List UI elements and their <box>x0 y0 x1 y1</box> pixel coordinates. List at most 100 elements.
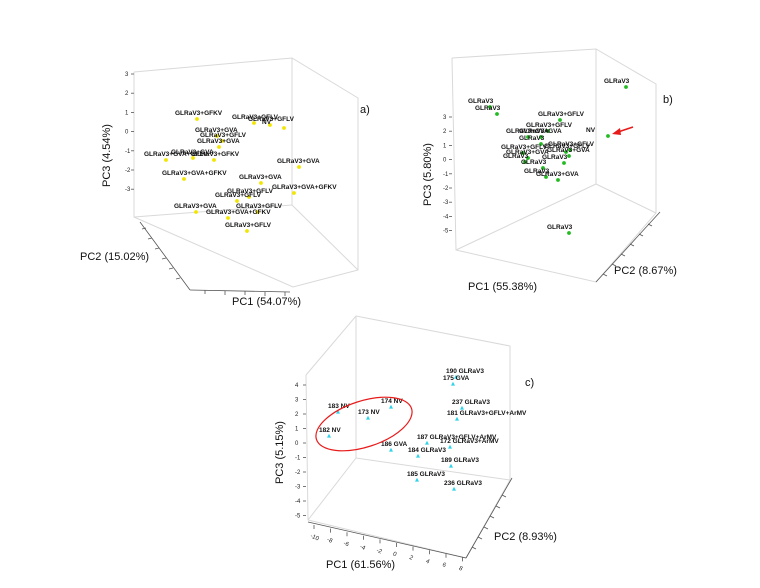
point-label: GLRaV3+GFLV <box>548 141 595 148</box>
data-point <box>451 381 455 386</box>
data-point <box>526 135 530 139</box>
data-point <box>539 142 543 146</box>
data-point <box>526 156 530 160</box>
point-label: GLRaV3+GVA <box>171 149 214 156</box>
data-point <box>521 151 525 155</box>
panel-label-a: a) <box>360 104 370 116</box>
z-tick-label: -1 <box>295 456 301 462</box>
data-point <box>539 135 543 139</box>
z-ticks: 3 2 1 0 -1 -2 -3 <box>125 72 134 193</box>
data-point <box>455 416 459 421</box>
point-label: GLRaV3+GFLV <box>538 111 585 118</box>
bottom-ticks-b <box>602 223 653 277</box>
y-axis-label-c: PC2 (8.93%) <box>494 531 557 543</box>
data-point <box>564 150 568 154</box>
data-point <box>212 158 216 162</box>
data-point <box>488 105 492 109</box>
data-point <box>449 463 453 468</box>
point-label: GLRaV3+GVA <box>547 147 590 154</box>
data-point <box>415 477 419 482</box>
x-tick-label: -10 <box>309 533 320 542</box>
data-point <box>252 121 256 125</box>
data-point <box>523 160 527 164</box>
point-label: 183 NV <box>328 403 350 410</box>
data-point <box>567 154 571 158</box>
point-label: GLRaV3+GVA <box>174 203 217 210</box>
point-label: GLRaV3+GFLV <box>215 192 262 199</box>
x-tick-label: -2 <box>375 548 383 556</box>
red-arrow <box>612 126 634 135</box>
z-tick-label: -1 <box>125 149 131 155</box>
point-label: GLRaV3 <box>503 153 529 160</box>
point-label: NV <box>586 127 596 134</box>
data-point <box>247 195 251 199</box>
data-point <box>495 112 499 116</box>
data-point <box>568 148 572 152</box>
data-point <box>562 161 566 165</box>
point-label: GLRaV3+GFLV <box>232 114 279 121</box>
point-label: GLRaV3+GFLV <box>200 132 247 139</box>
red-ellipse <box>315 396 413 452</box>
data-point <box>292 191 296 195</box>
point-label: GLRaV3 <box>547 224 573 231</box>
x-tick-label: 4 <box>425 559 431 566</box>
point-label: GLRaV3+GVA+GFLV <box>144 151 208 158</box>
data-point <box>624 85 628 89</box>
bottom-ticks-a <box>141 227 286 296</box>
point-label: GLRaV3+GVA+GFKV <box>162 170 227 177</box>
data-point <box>182 177 186 181</box>
z-tick-label: 0 <box>295 441 299 447</box>
x-axis-label-b: PC1 (55.38%) <box>468 281 537 293</box>
point-label: GLRaV3+GVA <box>277 158 320 165</box>
point-label: GLRaV3+GFLV <box>248 116 295 123</box>
point-label: 236 GLRaV3 <box>444 480 482 487</box>
point-label: GLRaV3 <box>521 159 547 166</box>
data-point <box>327 433 331 438</box>
point-label: 172 GLRaV3+ArMV <box>440 438 499 445</box>
point-label: GLRaV3 <box>468 98 494 105</box>
data-point <box>297 165 301 169</box>
point-label: GLRaV3 <box>475 105 501 112</box>
data-point <box>191 156 195 160</box>
point-label: 187 GLRaV3+GFLV+ArMV <box>417 434 497 441</box>
point-label: 185 GLRaV3 <box>407 471 445 478</box>
point-label: 189 GLRaV3 <box>441 457 479 464</box>
z-tick-label: 2 <box>125 91 129 97</box>
point-label: GLRaV3+GFLV <box>544 143 591 150</box>
point-label: 175 GVA <box>443 375 470 382</box>
z-tick-label: 2 <box>295 412 299 418</box>
data-point <box>256 210 260 214</box>
data-point <box>194 210 198 214</box>
z-tick-label: 4 <box>295 383 299 389</box>
point-label: GLRaV3 <box>604 78 630 85</box>
point-label: GLRaV3+GFLV <box>236 203 283 210</box>
point-label: GLRaV3+GVA <box>197 138 240 145</box>
z-tick-label: -5 <box>295 514 301 520</box>
panel-c: 4 3 2 1 0 -1 -2 -3 -4 -5 -10 -8 -6 -4 -2 0 2 4 6 8 190 GLR… <box>274 315 557 573</box>
point-label: GLRaV3 <box>542 154 568 161</box>
x-axis-label-c: PC1 (61.56%) <box>326 559 395 571</box>
point-label: GLRaV3+GVA <box>519 128 562 135</box>
point-label: GLRaV3+GFLV <box>501 144 548 151</box>
data-point <box>217 145 221 149</box>
data-point <box>282 126 286 130</box>
point-label: 237 GLRaV3 <box>452 399 490 406</box>
data-point <box>245 229 249 233</box>
data-point <box>448 444 452 449</box>
point-label: 182 NV <box>319 427 341 434</box>
data-point <box>389 447 393 452</box>
data-point <box>215 134 219 138</box>
data-point <box>567 231 571 235</box>
z-tick-label: 1 <box>295 427 299 433</box>
z-tick-label: 2 <box>443 129 447 135</box>
point-label: 173 NV <box>358 409 380 416</box>
x-tick-label: 8 <box>458 566 464 573</box>
point-label: GLRaV3+GVA <box>195 127 238 134</box>
data-point <box>268 123 272 127</box>
z-axis-label-b: PC3 (5.80%) <box>422 143 434 206</box>
point-label: 174 NV <box>381 398 403 405</box>
data-point <box>389 404 393 409</box>
data-point <box>454 374 458 379</box>
z-tick-label: -3 <box>125 187 131 193</box>
